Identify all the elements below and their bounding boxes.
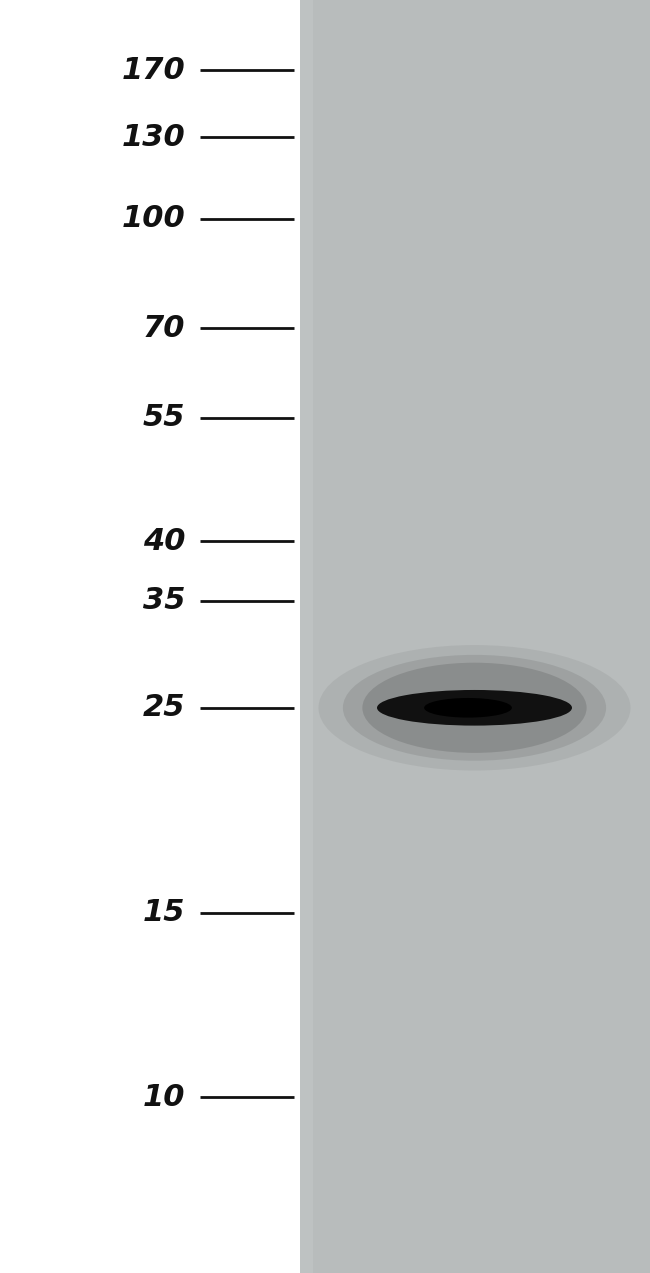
Text: 70: 70 [143, 314, 185, 342]
Ellipse shape [424, 698, 512, 718]
Bar [300, 0, 313, 1273]
Text: 40: 40 [143, 527, 185, 555]
Text: 15: 15 [143, 899, 185, 927]
Ellipse shape [343, 654, 606, 761]
Text: 10: 10 [143, 1083, 185, 1111]
Text: 100: 100 [122, 205, 185, 233]
Text: 35: 35 [143, 587, 185, 615]
Ellipse shape [377, 690, 572, 726]
Text: 130: 130 [122, 123, 185, 151]
Text: 25: 25 [143, 694, 185, 722]
Text: 55: 55 [143, 404, 185, 432]
Text: 170: 170 [122, 56, 185, 84]
Bar [300, 0, 650, 1273]
Ellipse shape [318, 645, 630, 770]
Ellipse shape [363, 663, 586, 752]
